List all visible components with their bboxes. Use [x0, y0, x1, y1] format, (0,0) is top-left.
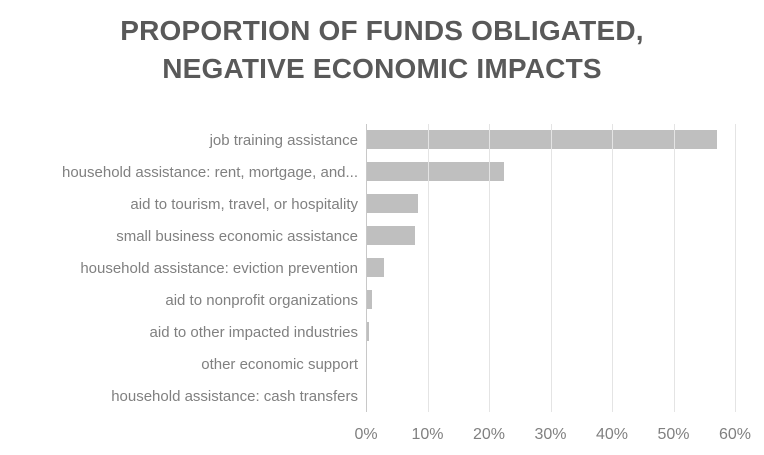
bar	[366, 322, 370, 341]
x-tick-label: 40%	[595, 426, 629, 443]
bar-track	[366, 220, 735, 252]
bar	[366, 194, 419, 213]
bar-row: aid to nonprofit organizations	[0, 284, 764, 316]
category-label: aid to other impacted industries	[149, 323, 358, 341]
x-tick-label: 0%	[354, 426, 378, 443]
category-label: household assistance: eviction preventio…	[80, 259, 358, 277]
x-tick-label: 60%	[718, 426, 752, 443]
bar-row: other economic support	[0, 348, 764, 380]
category-label: household assistance: rent, mortgage, an…	[61, 163, 358, 181]
bar-track	[366, 124, 735, 156]
plot-area: job training assistance household assista…	[0, 124, 764, 446]
bar-row: small business economic assistance	[0, 220, 764, 252]
chart-title: PROPORTION OF FUNDS OBLIGATED, NEGATIVE …	[0, 0, 764, 88]
bar	[366, 290, 373, 309]
chart-title-line2: NEGATIVE ECONOMIC IMPACTS	[162, 53, 602, 84]
chart-rows: job training assistance household assista…	[0, 124, 764, 412]
bar	[366, 130, 717, 149]
x-tick-label: 10%	[411, 426, 444, 443]
x-tick-label: 50%	[657, 426, 690, 443]
category-label: aid to nonprofit organizations	[165, 291, 358, 309]
bar-row: job training assistance	[0, 124, 764, 156]
category-label: other economic support	[201, 355, 358, 373]
bar-track	[366, 348, 735, 380]
bar-row: aid to other impacted industries	[0, 316, 764, 348]
bar-row: aid to tourism, travel, or hospitality	[0, 188, 764, 220]
bar	[366, 226, 416, 245]
x-tick-label: 20%	[472, 426, 506, 443]
category-label: job training assistance	[209, 131, 358, 149]
category-label: household assistance: cash transfers	[111, 387, 358, 405]
bar-track	[366, 380, 735, 412]
chart-title-line1: PROPORTION OF FUNDS OBLIGATED,	[120, 15, 644, 46]
bar-row: household assistance: cash transfers	[0, 380, 764, 412]
category-label: small business economic assistance	[116, 227, 358, 245]
bar-track	[366, 316, 735, 348]
bar	[366, 162, 504, 181]
x-tick-label: 30%	[534, 426, 567, 443]
bar-track	[366, 188, 735, 220]
bar-track	[366, 156, 735, 188]
bar-track	[366, 252, 735, 284]
bar-track	[366, 284, 735, 316]
x-axis-labels: 0% 10% 20% 30% 40% 50% 60%	[354, 412, 751, 446]
bar-row: household assistance: eviction preventio…	[0, 252, 764, 284]
bar-row: household assistance: rent, mortgage, an…	[0, 156, 764, 188]
category-label: aid to tourism, travel, or hospitality	[130, 195, 358, 213]
bar	[366, 258, 385, 277]
